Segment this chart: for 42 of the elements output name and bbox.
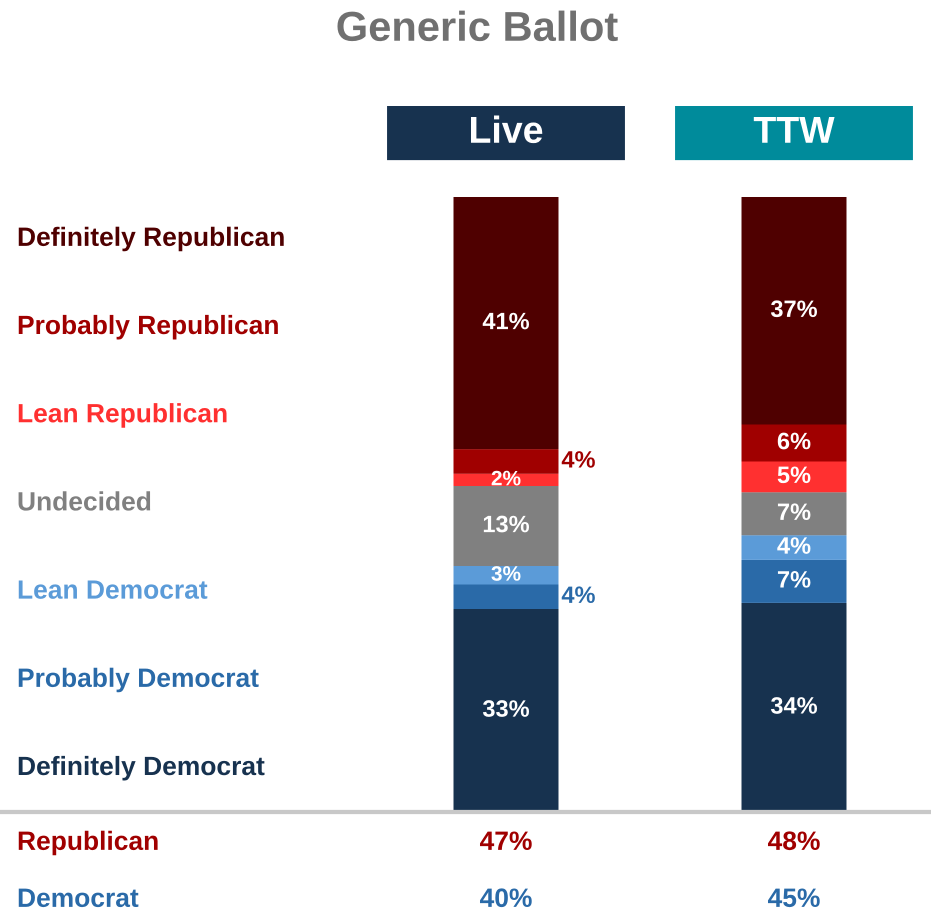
x-tick-label: TTW bbox=[754, 116, 835, 143]
bar bbox=[742, 560, 846, 603]
bar bbox=[454, 197, 558, 450]
text: Democrat bbox=[18, 888, 138, 908]
text: Undecided bbox=[18, 491, 150, 511]
data-label: 34% bbox=[770, 697, 818, 714]
text: 45% bbox=[768, 888, 820, 908]
data-label: 4% bbox=[562, 451, 595, 468]
data-label: 7% bbox=[778, 503, 810, 520]
data-label: 37% bbox=[770, 300, 818, 318]
chart-title: Generic Ballot bbox=[337, 10, 618, 42]
data-label: 4% bbox=[562, 586, 595, 604]
bar bbox=[742, 492, 846, 536]
data-label: 33% bbox=[482, 700, 530, 717]
bar bbox=[454, 566, 558, 584]
data-label: 2% bbox=[492, 470, 521, 486]
text: 48% bbox=[768, 831, 820, 850]
bar bbox=[454, 609, 558, 812]
text: Probably Democrat bbox=[18, 668, 259, 692]
bar bbox=[454, 584, 558, 610]
bar bbox=[742, 197, 846, 425]
text: 40% bbox=[480, 888, 532, 908]
bar bbox=[742, 424, 846, 462]
data-label: 6% bbox=[778, 432, 810, 450]
text: 47% bbox=[480, 831, 532, 850]
x-tick-label: Live bbox=[470, 116, 542, 144]
text: Lean Republican bbox=[18, 403, 227, 428]
data-label: 3% bbox=[491, 566, 521, 581]
data-label: 5% bbox=[778, 466, 810, 484]
data-label: 4% bbox=[777, 537, 810, 554]
text: Republican bbox=[18, 830, 158, 856]
bar bbox=[454, 486, 558, 566]
data-label: 7% bbox=[778, 571, 810, 588]
bar bbox=[742, 535, 846, 560]
data-label: 41% bbox=[482, 312, 530, 330]
bar bbox=[742, 461, 846, 492]
text: Lean Democrat bbox=[18, 580, 208, 599]
data-label: 13% bbox=[484, 516, 530, 532]
bar bbox=[742, 602, 846, 812]
text: Definitely Republican bbox=[18, 226, 284, 252]
text: Definitely Democrat bbox=[18, 756, 265, 780]
text: Probably Republican bbox=[18, 314, 278, 340]
